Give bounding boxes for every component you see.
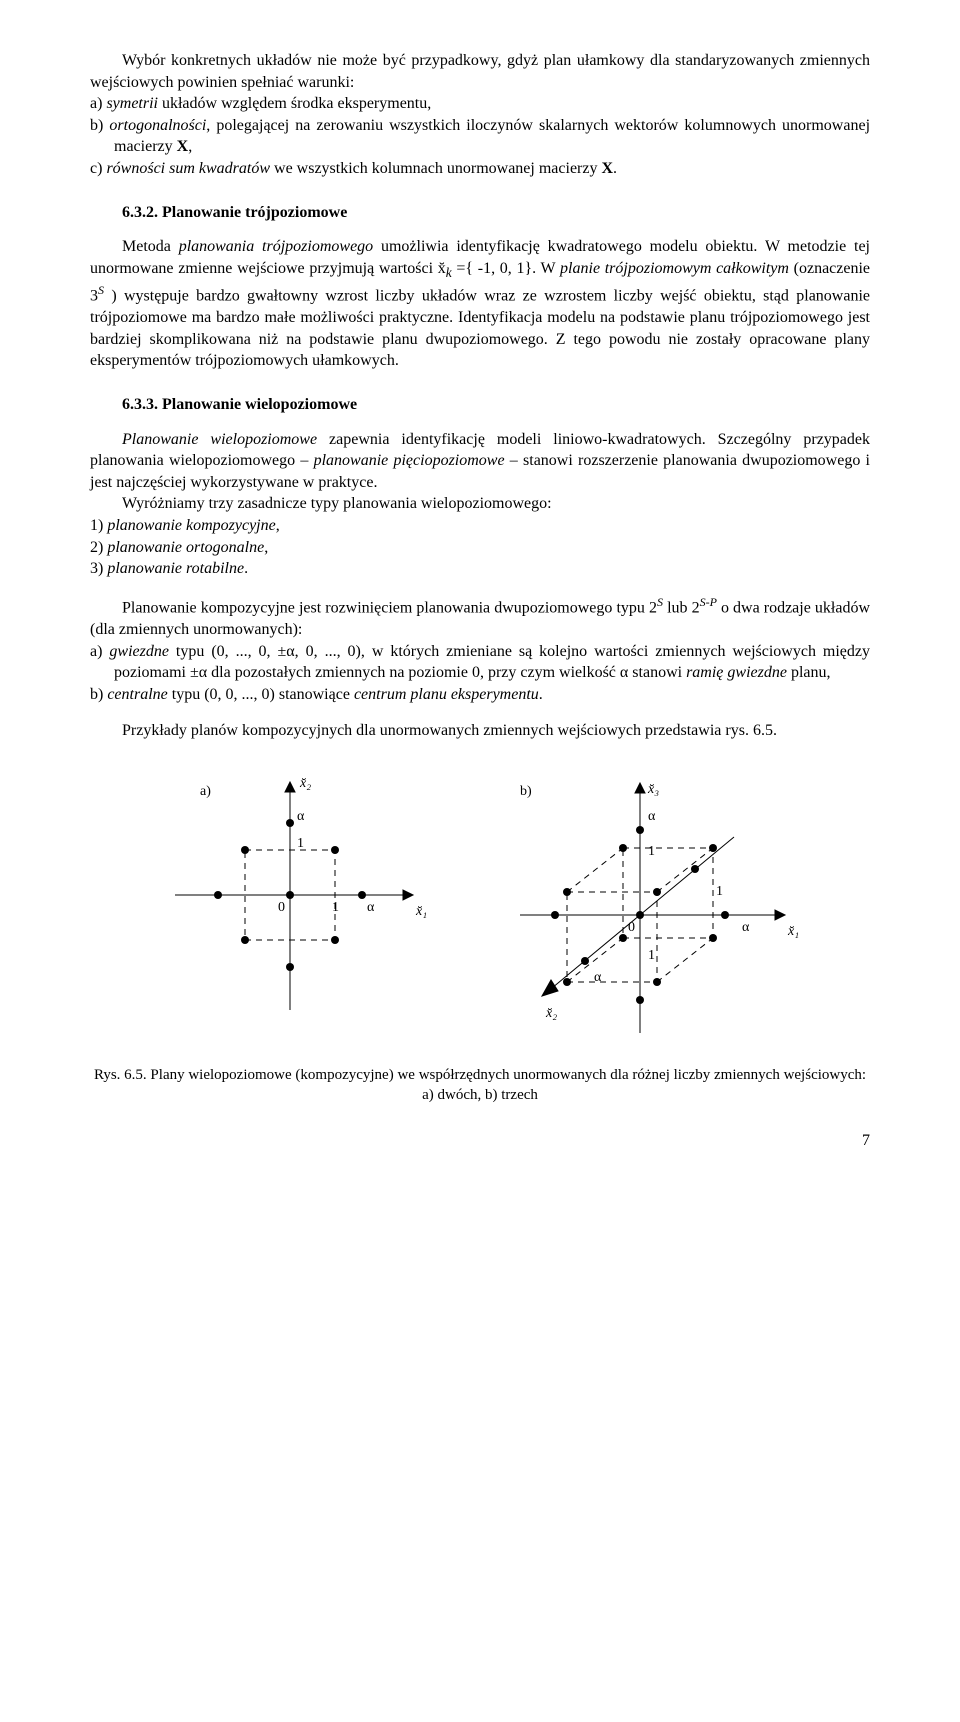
heading-633: 6.3.3. Planowanie wielopoziomowe [90,394,870,416]
fig-a-label: a) [200,784,211,799]
text: Metoda [122,238,179,255]
fig-a-alpha-top: α [297,809,305,824]
italic-gwiezdne: gwiezdne [109,643,169,660]
text: ={ -1, 0, 1}. W [452,260,560,277]
fig-a-one-right: 1 [332,900,339,915]
italic-ortogonalnosci: ortogonalności [109,117,206,134]
heading-632: 6.3.2. Planowanie trójpoziomowe [90,202,870,224]
li-centralne: b) centralne typu (0, 0, ..., 0) stanowi… [90,684,870,706]
para1-item-a: a) symetrii układów względem środka eksp… [90,93,870,115]
para1-item-b: b) ortogonalności, polegającej na zerowa… [90,115,870,158]
fig-b-one-top: 1 [648,844,655,859]
comma: , [264,539,268,556]
para-633-1: Planowanie wielopoziomowe zapewnia ident… [90,429,870,494]
fig-b-one-front: 1 [648,948,655,963]
fig-b-one-right-up: 1 [716,884,723,899]
label-b: b) [90,686,103,703]
text: planu, [787,664,831,681]
fig-a-zero: 0 [278,900,285,915]
italic-plan-calkowity: planie trójpoziomowym całkowitym [560,260,789,277]
para-intro: Wybór konkretnych układów nie może być p… [90,50,870,93]
text: we wszystkich kolumnach unormowanej maci… [270,160,601,177]
text: układów względem środka eksperymentu, [158,95,431,112]
li-ortogonalne: 2) planowanie ortogonalne, [90,537,870,559]
para-632: Metoda planowania trójpoziomowego umożli… [90,236,870,371]
italic-plan-wielo: Planowanie wielopoziomowe [122,431,317,448]
text: , polegającej na zerowaniu wszystkich il… [114,117,870,156]
fig-b-x3: x̆₃ [647,782,659,797]
matrix-x: X [601,160,613,177]
italic-centrum: centrum planu eksperymentu [354,686,539,703]
dot: . [539,686,543,703]
fig-a-x2: x̆₂ [299,776,311,791]
dot: . [613,160,617,177]
matrix-x: X [177,138,189,155]
fig-b-alpha-right: α [742,920,750,935]
comma: , [188,138,192,155]
label-a: a) [90,643,102,660]
li-kompozycyjne: 1) planowanie kompozycyjne, [90,515,870,537]
li-rotabilne: 3) planowanie rotabilne. [90,558,870,580]
italic-plan-troj: planowania trójpoziomowego [179,238,373,255]
fig-b-zero: 0 [628,920,635,935]
label-c: c) [90,160,102,177]
italic-symetrii: symetrii [106,95,158,112]
fig-b-x1: x̆₁ [787,924,799,939]
li-gwiezdne: a) gwiezdne typu (0, ..., 0, ±α, 0, ...,… [90,641,870,684]
label-2: 2) [90,539,107,556]
fig-b-alpha-front: α [594,970,602,985]
label-a: a) [90,95,102,112]
fig-b-alpha-top: α [648,809,656,824]
italic-ramie: ramię gwiezdne [686,664,787,681]
para-633-4: Przykłady planów kompozycyjnych dla unor… [90,720,870,742]
para-633-3: Planowanie kompozycyjne jest rozwinięcie… [90,594,870,641]
fig-b-x2: x̆₂ [545,1006,557,1021]
italic: planowanie ortogonalne [107,539,264,556]
label-b: b) [90,117,103,134]
text: Planowanie kompozycyjne jest rozwinięcie… [122,599,657,616]
text: ) występuje bardzo gwałtowny wzrost licz… [90,287,870,369]
italic-plan-piecio: planowanie pięciopoziomowe [314,452,505,469]
para-633-2: Wyróżniamy trzy zasadnicze typy planowan… [90,493,870,515]
page-number: 7 [90,1130,870,1152]
italic-rownosci: równości sum kwadratów [106,160,270,177]
text: typu (0, 0, ..., 0) stanowiące [168,686,354,703]
italic: planowanie kompozycyjne [107,517,275,534]
fig-a-x1: x̆₁ [415,904,427,919]
figure-b: b) x̆₃ α 1 0 1 α x̆₁ 1 α x̆₂ [480,765,820,1055]
fig-a-one-top: 1 [297,836,304,851]
figures-row: a) α 1 0 1 α x̆₁ x̆₂ [90,765,870,1055]
figure-a: a) α 1 0 1 α x̆₁ x̆₂ [140,765,440,1025]
dot: . [244,560,248,577]
comma: , [276,517,280,534]
sup-s-p: S-P [700,595,717,609]
label-1: 1) [90,517,107,534]
italic: planowanie rotabilne [107,560,244,577]
fig-b-label: b) [520,784,532,799]
label-3: 3) [90,560,107,577]
italic-centralne: centralne [107,686,167,703]
figure-caption: Rys. 6.5. Plany wielopoziomowe (kompozyc… [90,1065,870,1106]
fig-a-alpha-right: α [367,900,375,915]
text: lub 2 [663,599,700,616]
para1-item-c: c) równości sum kwadratów we wszystkich … [90,158,870,180]
